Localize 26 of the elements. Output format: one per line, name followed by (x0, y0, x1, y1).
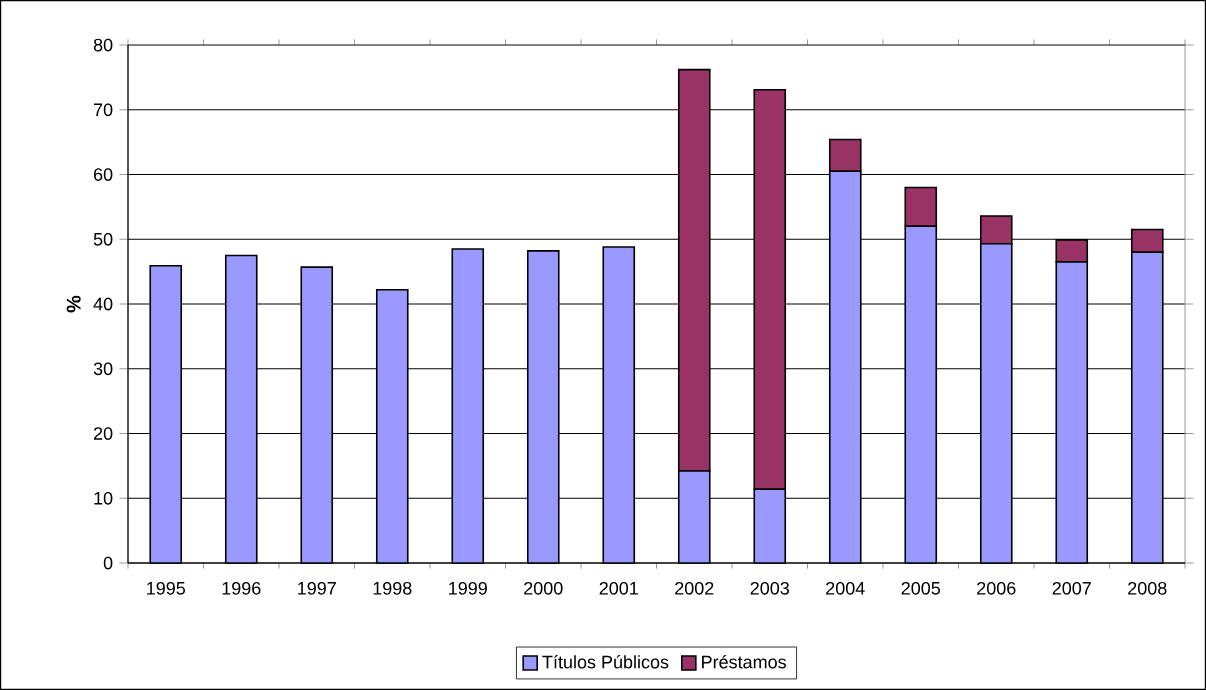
x-tick-label: 1999 (449, 581, 487, 595)
legend-label: Préstamos (702, 655, 786, 669)
x-tick-label: 2000 (524, 581, 563, 595)
x-tick-label: 2007 (1052, 581, 1091, 595)
y-tick-label: 60 (93, 168, 113, 181)
x-tick-label: 1996 (222, 581, 261, 595)
x-tick-label: 1995 (147, 581, 185, 595)
y-tick-label: 70 (94, 103, 113, 117)
x-tick-label: 2001 (599, 581, 638, 595)
x-tick-label: 1997 (298, 581, 336, 595)
x-tick-label: 2004 (826, 581, 865, 595)
x-tick-label: 2003 (750, 581, 789, 595)
x-tick-label: 2002 (675, 581, 714, 595)
x-tick-label: 2006 (977, 581, 1016, 595)
x-tick-label: 1998 (373, 581, 412, 595)
legend-label: Títulos Públicos (542, 655, 669, 669)
y-axis-title: % (66, 295, 81, 313)
y-tick-label: 0 (103, 556, 113, 570)
y-tick-label: 40 (93, 297, 113, 311)
y-tick-label: 20 (93, 427, 113, 440)
x-tick-label: 2005 (901, 581, 941, 595)
y-tick-label: 30 (93, 362, 113, 376)
y-tick-label: 50 (93, 232, 113, 246)
y-tick-label: 10 (94, 491, 113, 505)
x-tick-label: 2008 (1128, 581, 1167, 595)
y-tick-label: 80 (93, 38, 113, 52)
